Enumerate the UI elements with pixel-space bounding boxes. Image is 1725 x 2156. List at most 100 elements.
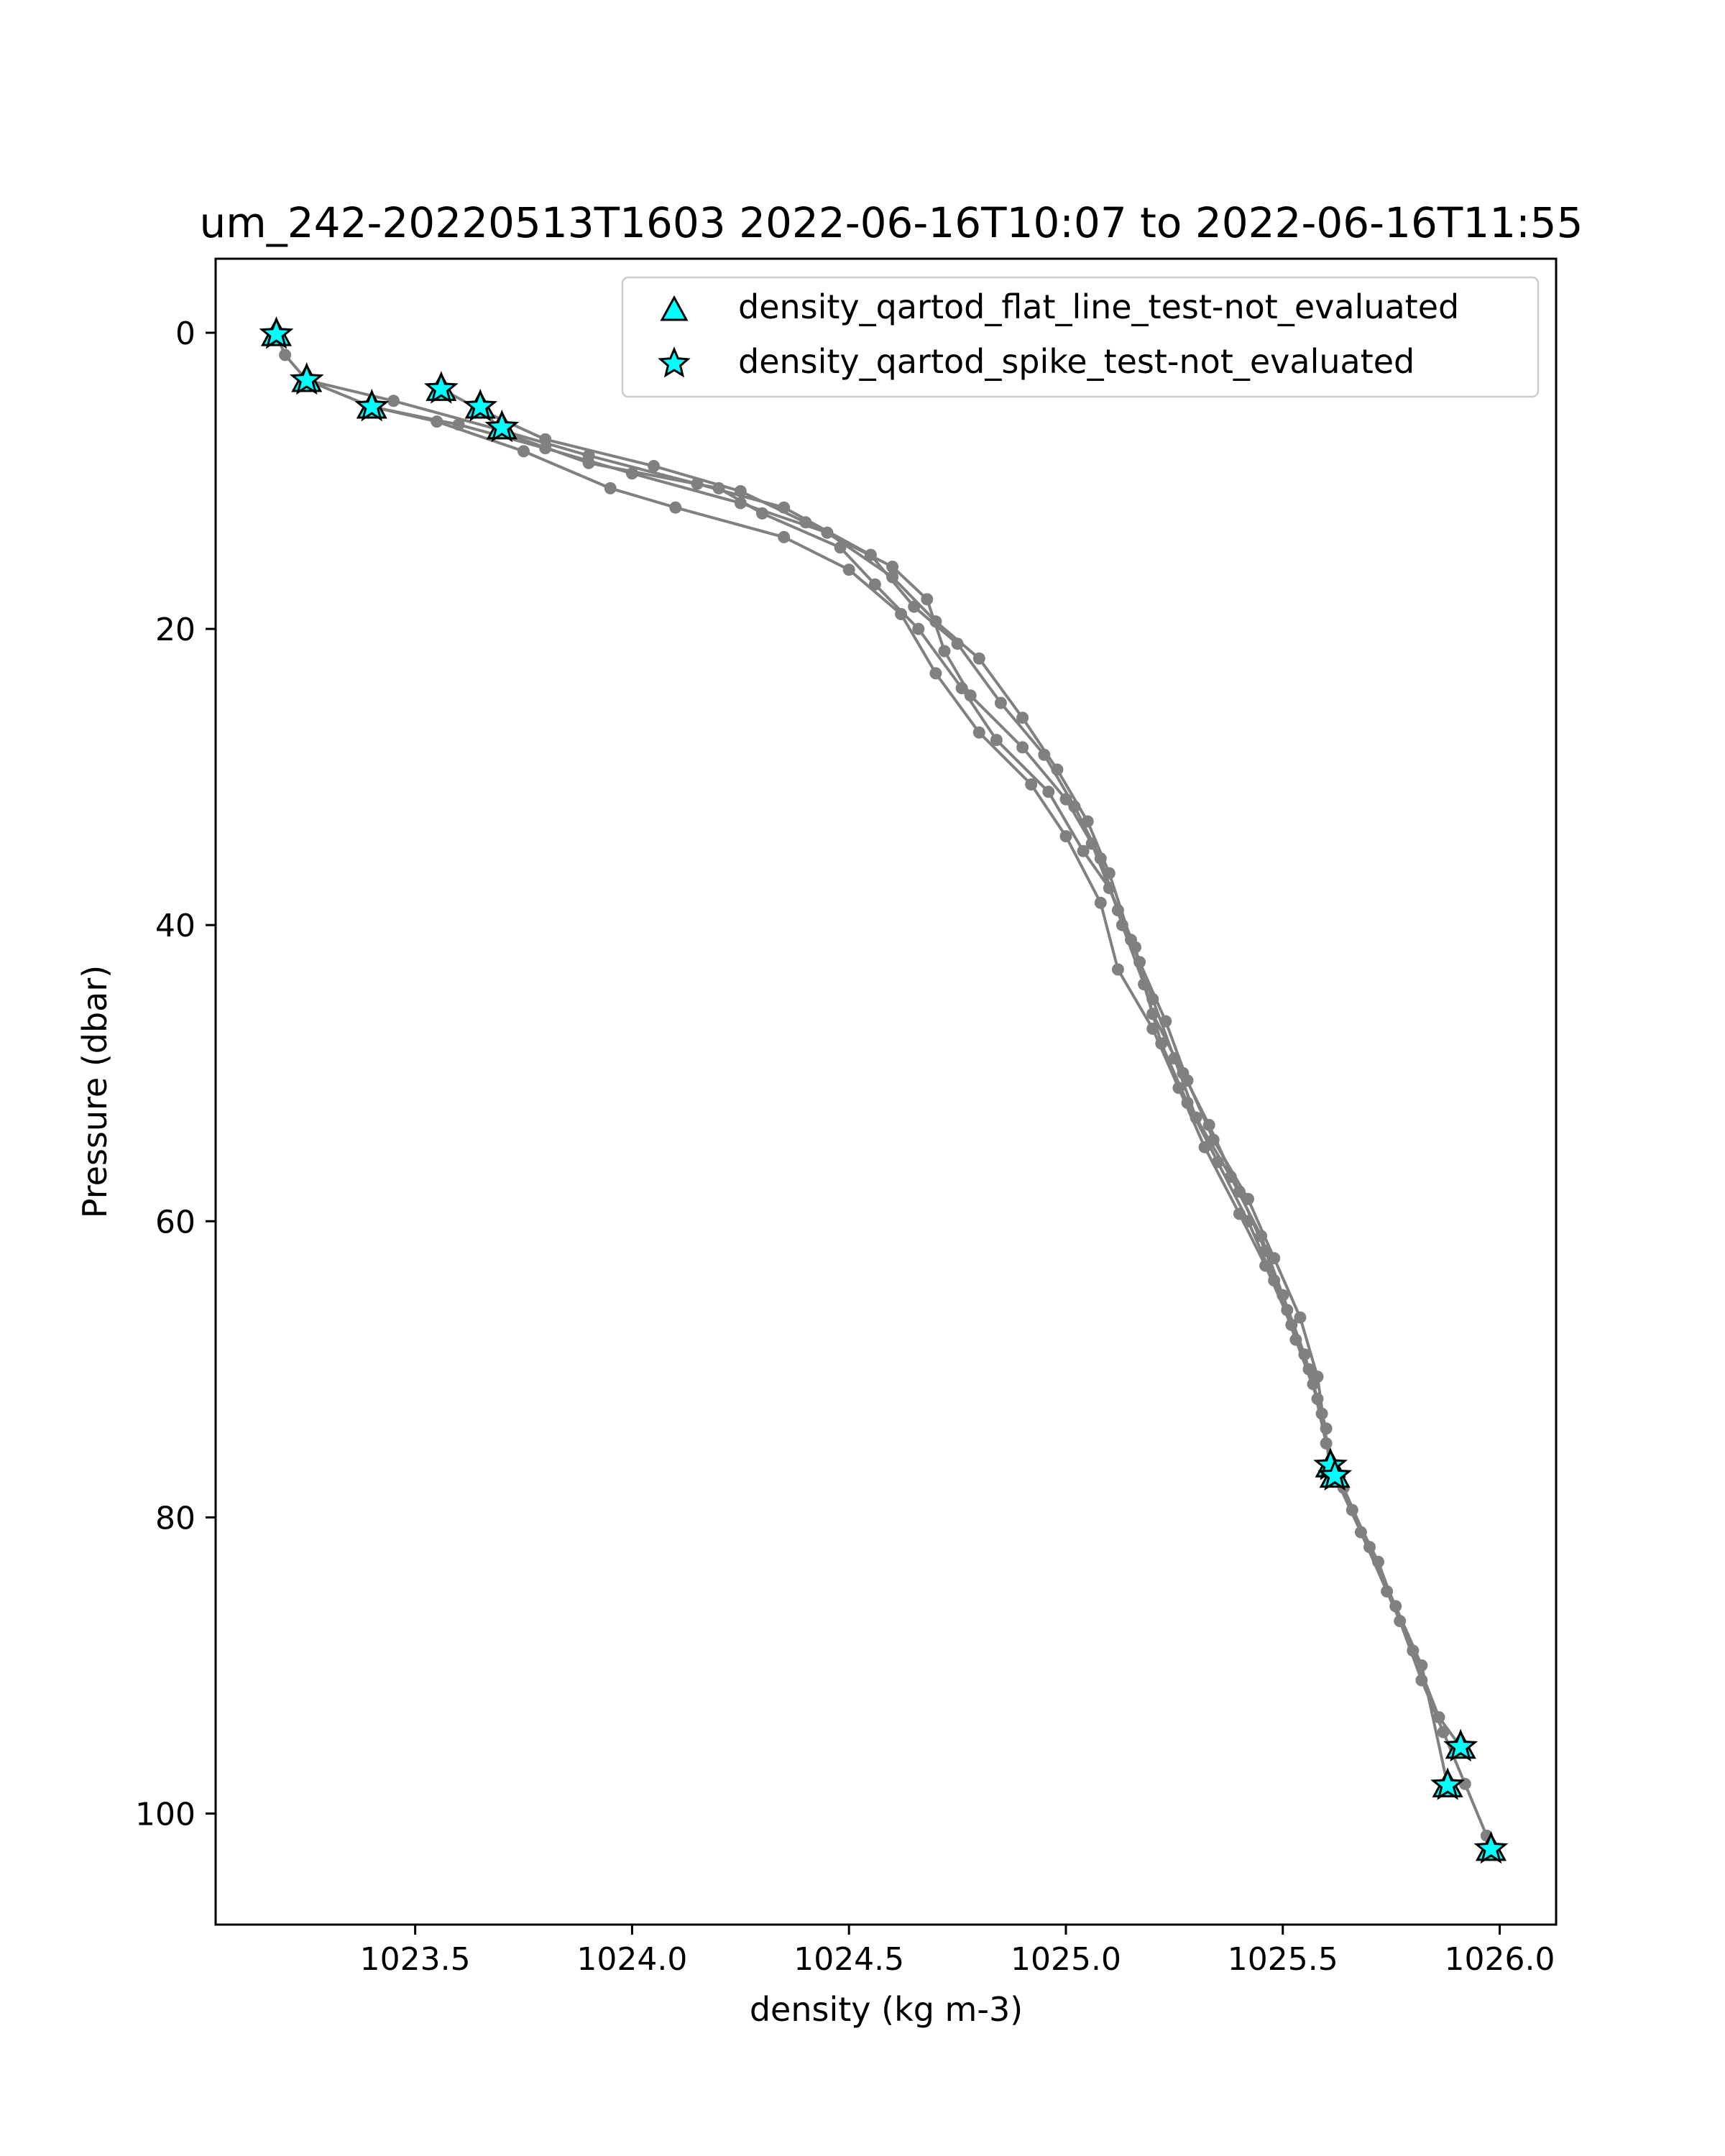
- legend-box: [621, 276, 1540, 398]
- profile-point: [1294, 1311, 1307, 1324]
- profile-point: [1094, 896, 1107, 909]
- flag-markers-layer: [259, 315, 1509, 1864]
- profile-point: [1016, 711, 1029, 724]
- profile-point: [1198, 1141, 1211, 1153]
- profile-point: [1059, 830, 1072, 843]
- profile-point: [604, 482, 617, 494]
- profile-point: [1146, 1008, 1159, 1021]
- profile-point: [778, 530, 791, 543]
- y-tick-label: 40: [155, 908, 196, 944]
- profile-point: [1129, 941, 1141, 954]
- y-tick-label: 100: [135, 1796, 196, 1833]
- profile-point: [1268, 1252, 1281, 1265]
- legend: density_qartod_flat_line_test-not_evalua…: [621, 276, 1540, 398]
- profile-point: [734, 485, 747, 497]
- profile-point: [1025, 778, 1038, 791]
- profile-point: [955, 682, 968, 694]
- spike-flag-marker: [259, 315, 294, 349]
- profile-point: [1311, 1370, 1324, 1383]
- profile-point: [279, 349, 292, 361]
- spike-flag-marker: [1443, 1728, 1478, 1762]
- profile-point: [1389, 1600, 1402, 1613]
- profile-point: [1111, 963, 1124, 976]
- profile-point: [994, 696, 1007, 709]
- profile-point: [842, 563, 855, 576]
- profile-point: [1363, 1541, 1376, 1554]
- profile-point: [929, 667, 942, 680]
- spike-flag-marker: [423, 371, 459, 404]
- profile-point: [1259, 1245, 1272, 1257]
- spike-flag-marker: [289, 361, 324, 395]
- y-tick-label: 80: [155, 1500, 196, 1537]
- profile-point: [1281, 1304, 1294, 1317]
- profile-point: [1059, 793, 1072, 806]
- legend-label-spike: density_qartod_spike_test-not_evaluated: [738, 342, 1414, 381]
- profile-point: [712, 482, 725, 494]
- x-tick-label: 1024.5: [794, 1941, 904, 1978]
- x-axis: 1023.5 1024.0 1024.5 1025.0 1025.5 1026.0: [360, 1925, 1555, 1978]
- legend-label-flat-line: density_qartod_flat_line_test-not_evalua…: [738, 287, 1459, 326]
- profile-point: [648, 460, 661, 472]
- y-tick-label: 0: [175, 315, 196, 352]
- x-tick-label: 1025.0: [1011, 1941, 1121, 1978]
- profile-point: [1159, 1015, 1172, 1028]
- spike-flag-marker: [1473, 1830, 1509, 1864]
- profile-point: [886, 561, 899, 573]
- profile-point: [582, 456, 595, 469]
- profile-point: [387, 395, 400, 407]
- profile-point: [669, 501, 682, 514]
- profile-point: [868, 578, 881, 591]
- x-tick-label: 1023.5: [360, 1941, 471, 1978]
- profile-point: [1016, 741, 1029, 754]
- y-axis: 0 20 40 60 80 100: [135, 315, 216, 1833]
- spike-flag-marker: [354, 388, 390, 422]
- legend-star-marker-icon: [658, 346, 691, 378]
- profile-point: [1172, 1082, 1185, 1095]
- spike-flag-marker: [484, 409, 520, 443]
- profile-point: [972, 726, 985, 739]
- profile-point: [1432, 1711, 1445, 1723]
- profile-point: [912, 622, 925, 635]
- profile-point: [1233, 1185, 1246, 1198]
- profile-point: [1233, 1207, 1246, 1220]
- profile-point: [1177, 1067, 1190, 1079]
- x-axis-label: density (kg m-3): [750, 1990, 1023, 2029]
- legend-triangle-marker-icon: [660, 295, 689, 321]
- profile-point: [1302, 1363, 1315, 1376]
- y-axis-label: Pressure (dbar): [75, 965, 114, 1218]
- profile-point: [921, 593, 934, 606]
- profile-point: [1042, 786, 1055, 798]
- profile-point: [895, 608, 908, 620]
- profile-point: [972, 652, 985, 665]
- profile-point: [886, 571, 899, 584]
- profile-point: [539, 433, 552, 446]
- spike-flag-marker: [1430, 1767, 1466, 1800]
- profile-point: [951, 637, 964, 650]
- profile-line-5: [479, 405, 1328, 1429]
- chart-title: um_242-20220513T1603 2022-06-16T10:07 to…: [200, 198, 1583, 247]
- y-tick-label: 20: [155, 612, 196, 648]
- profile-point: [518, 445, 530, 458]
- profile-point: [1415, 1659, 1428, 1672]
- profile-point: [756, 507, 768, 520]
- profile-point: [1077, 844, 1090, 857]
- profile-point: [1038, 748, 1051, 761]
- profile-point: [908, 600, 921, 613]
- x-tick-label: 1024.0: [576, 1941, 687, 1978]
- y-tick-label: 60: [155, 1204, 196, 1240]
- x-tick-label: 1025.5: [1228, 1941, 1338, 1978]
- plot-frame: [214, 257, 1558, 1926]
- spike-flag-marker: [1317, 1457, 1353, 1491]
- profile-point: [1320, 1422, 1333, 1435]
- spike-flag-marker: [463, 388, 498, 422]
- profile-point: [1103, 882, 1116, 895]
- profile-point: [799, 516, 812, 529]
- profile-point: [990, 734, 1003, 747]
- profile-point: [1085, 837, 1098, 850]
- profile-point: [834, 541, 847, 554]
- profile-point: [1202, 1118, 1215, 1131]
- profile-point: [431, 415, 443, 428]
- x-tick-label: 1026.0: [1445, 1941, 1555, 1978]
- profile-point: [938, 645, 951, 658]
